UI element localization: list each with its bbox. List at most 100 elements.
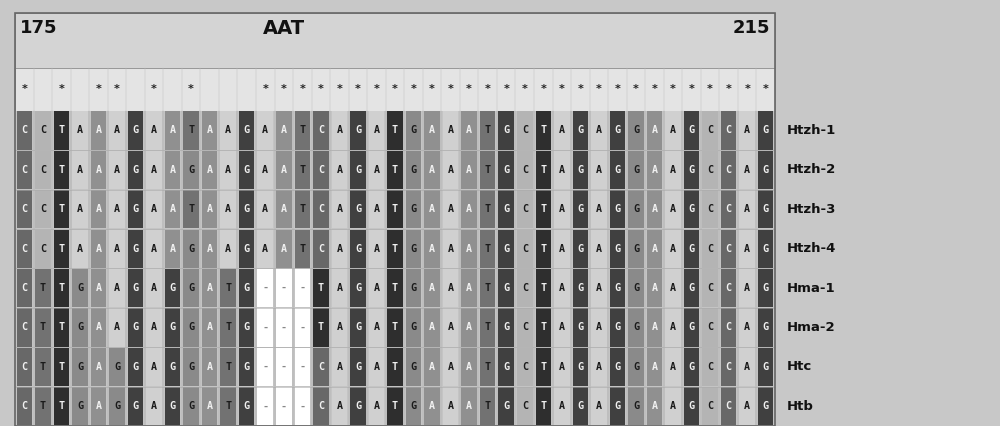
Text: G: G bbox=[763, 401, 769, 411]
Bar bbox=[369, 151, 384, 189]
Text: A: A bbox=[596, 165, 602, 175]
Text: A: A bbox=[744, 126, 750, 135]
Text: G: G bbox=[188, 362, 194, 372]
Bar bbox=[183, 269, 199, 307]
Text: *: * bbox=[652, 84, 657, 95]
Bar bbox=[239, 269, 254, 307]
Text: G: G bbox=[689, 204, 695, 214]
Text: G: G bbox=[411, 401, 417, 411]
Text: G: G bbox=[503, 204, 509, 214]
Text: A: A bbox=[559, 283, 565, 293]
Text: G: G bbox=[633, 126, 639, 135]
Text: C: C bbox=[522, 204, 528, 214]
Text: A: A bbox=[225, 126, 231, 135]
Text: A: A bbox=[670, 204, 676, 214]
Text: C: C bbox=[522, 165, 528, 175]
Text: A: A bbox=[652, 401, 658, 411]
Text: G: G bbox=[614, 401, 620, 411]
Text: C: C bbox=[21, 165, 27, 175]
Text: G: G bbox=[77, 283, 83, 293]
Bar bbox=[591, 387, 607, 425]
Text: G: G bbox=[577, 283, 583, 293]
Bar bbox=[369, 387, 384, 425]
Bar bbox=[183, 111, 199, 150]
Text: G: G bbox=[689, 244, 695, 253]
Text: A: A bbox=[281, 244, 287, 253]
Text: C: C bbox=[707, 204, 713, 214]
Bar bbox=[54, 308, 69, 347]
Text: A: A bbox=[744, 244, 750, 253]
Bar bbox=[146, 387, 162, 425]
Bar bbox=[128, 348, 143, 386]
Bar bbox=[536, 387, 551, 425]
Text: A: A bbox=[744, 401, 750, 411]
Text: *: * bbox=[763, 84, 769, 95]
Text: G: G bbox=[355, 322, 361, 332]
Text: G: G bbox=[689, 126, 695, 135]
Text: G: G bbox=[132, 126, 138, 135]
Bar bbox=[536, 151, 551, 189]
Bar bbox=[54, 387, 69, 425]
Bar bbox=[554, 230, 570, 268]
Bar bbox=[739, 348, 755, 386]
Bar bbox=[702, 190, 718, 228]
Text: G: G bbox=[614, 244, 620, 253]
Bar bbox=[665, 269, 681, 307]
Bar bbox=[257, 348, 273, 386]
Text: A: A bbox=[262, 126, 268, 135]
Text: A: A bbox=[170, 244, 176, 253]
Bar bbox=[424, 151, 440, 189]
Text: A: A bbox=[207, 401, 213, 411]
Bar bbox=[202, 387, 217, 425]
Bar bbox=[424, 308, 440, 347]
Text: A: A bbox=[336, 322, 342, 332]
Bar bbox=[202, 308, 217, 347]
Bar bbox=[15, 190, 775, 229]
Bar bbox=[554, 151, 570, 189]
Bar bbox=[406, 269, 421, 307]
Text: A: A bbox=[114, 283, 120, 293]
Text: A: A bbox=[95, 165, 101, 175]
Bar bbox=[406, 230, 421, 268]
Bar bbox=[54, 348, 69, 386]
Text: *: * bbox=[689, 84, 695, 95]
Text: G: G bbox=[170, 283, 176, 293]
Text: A: A bbox=[596, 283, 602, 293]
Bar bbox=[498, 111, 514, 150]
Text: G: G bbox=[614, 204, 620, 214]
Bar bbox=[276, 151, 292, 189]
Text: A: A bbox=[466, 165, 472, 175]
Text: G: G bbox=[132, 165, 138, 175]
Bar bbox=[387, 269, 403, 307]
Bar bbox=[702, 230, 718, 268]
Bar bbox=[350, 111, 366, 150]
Text: C: C bbox=[21, 322, 27, 332]
Text: C: C bbox=[522, 126, 528, 135]
Text: G: G bbox=[244, 283, 250, 293]
Bar bbox=[35, 151, 51, 189]
Bar bbox=[665, 348, 681, 386]
Bar bbox=[461, 230, 477, 268]
Bar bbox=[332, 230, 347, 268]
Text: T: T bbox=[318, 322, 324, 332]
Bar bbox=[257, 190, 273, 228]
Text: C: C bbox=[707, 283, 713, 293]
Text: A: A bbox=[652, 126, 658, 135]
Bar bbox=[684, 269, 699, 307]
Bar bbox=[665, 230, 681, 268]
Text: T: T bbox=[299, 204, 305, 214]
Bar bbox=[424, 387, 440, 425]
Text: A: A bbox=[170, 165, 176, 175]
Text: A: A bbox=[744, 322, 750, 332]
Bar bbox=[665, 387, 681, 425]
Bar bbox=[591, 111, 607, 150]
Text: -: - bbox=[262, 362, 268, 372]
Text: A: A bbox=[466, 283, 472, 293]
Bar bbox=[109, 348, 125, 386]
Text: A: A bbox=[466, 322, 472, 332]
Text: -: - bbox=[262, 401, 268, 411]
Bar bbox=[628, 269, 644, 307]
Bar bbox=[480, 308, 495, 347]
Text: G: G bbox=[244, 165, 250, 175]
Bar bbox=[628, 151, 644, 189]
